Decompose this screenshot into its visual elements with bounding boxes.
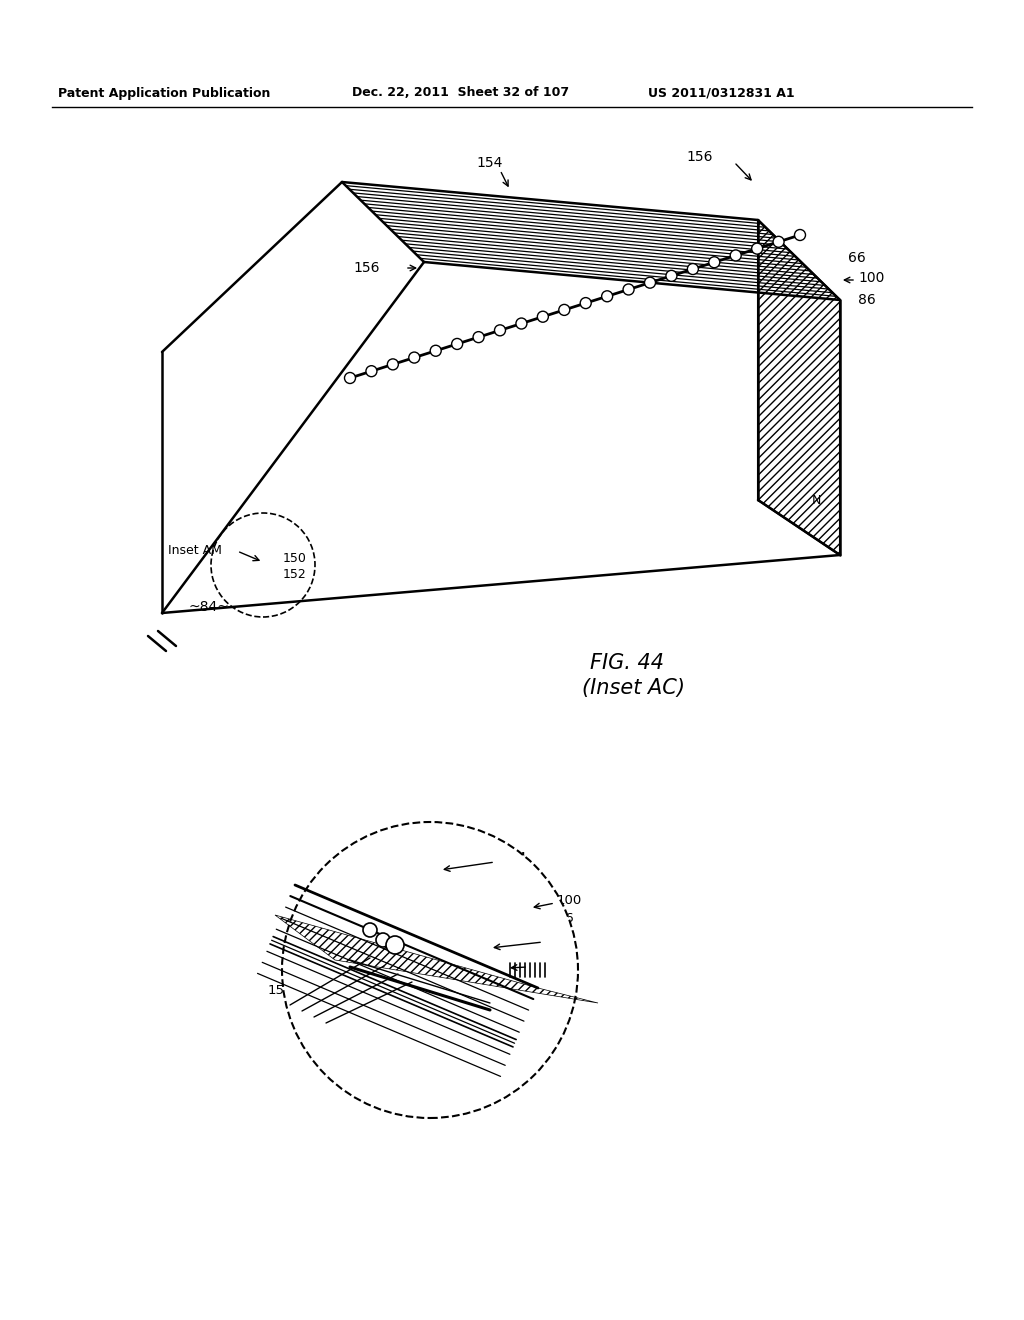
- Circle shape: [473, 331, 484, 343]
- Text: 150: 150: [530, 958, 555, 972]
- Text: Inset AM: Inset AM: [168, 544, 222, 557]
- Circle shape: [559, 305, 569, 315]
- Circle shape: [730, 249, 741, 261]
- Circle shape: [452, 338, 463, 350]
- Polygon shape: [342, 182, 840, 300]
- Text: 156: 156: [353, 261, 380, 275]
- Text: N: N: [812, 494, 821, 507]
- Text: 151: 151: [382, 981, 408, 994]
- Polygon shape: [758, 220, 840, 554]
- Text: 100: 100: [557, 894, 583, 907]
- Circle shape: [387, 359, 398, 370]
- Text: US 2011/0312831 A1: US 2011/0312831 A1: [648, 87, 795, 99]
- Circle shape: [709, 256, 720, 268]
- Text: Patent Application Publication: Patent Application Publication: [58, 87, 270, 99]
- Circle shape: [430, 346, 441, 356]
- Circle shape: [687, 264, 698, 275]
- Text: (Inset AC): (Inset AC): [582, 678, 685, 698]
- Circle shape: [581, 297, 591, 309]
- Text: 84: 84: [545, 933, 562, 946]
- Text: 86: 86: [858, 293, 876, 308]
- Circle shape: [366, 366, 377, 376]
- Circle shape: [282, 822, 578, 1118]
- Circle shape: [752, 243, 763, 255]
- Circle shape: [516, 318, 527, 329]
- Text: ~84~: ~84~: [188, 601, 229, 614]
- Text: 154: 154: [476, 156, 503, 170]
- Text: FIG. 45: FIG. 45: [380, 1055, 454, 1074]
- Circle shape: [344, 372, 355, 384]
- Circle shape: [538, 312, 549, 322]
- Text: 154: 154: [500, 851, 526, 865]
- Polygon shape: [275, 915, 598, 1003]
- Circle shape: [602, 290, 612, 302]
- Circle shape: [376, 933, 390, 946]
- Text: (Inset AM): (Inset AM): [372, 1080, 478, 1100]
- Text: FIG. 44: FIG. 44: [590, 653, 664, 673]
- Text: 152: 152: [395, 911, 421, 924]
- Text: 66: 66: [848, 251, 865, 265]
- Polygon shape: [162, 182, 424, 612]
- Text: 156: 156: [268, 983, 293, 997]
- Circle shape: [795, 230, 806, 240]
- Circle shape: [623, 284, 634, 294]
- Text: 150: 150: [283, 552, 307, 565]
- Text: 153: 153: [455, 998, 480, 1011]
- Circle shape: [495, 325, 506, 335]
- Circle shape: [666, 271, 677, 281]
- Text: Dec. 22, 2011  Sheet 32 of 107: Dec. 22, 2011 Sheet 32 of 107: [352, 87, 569, 99]
- Circle shape: [773, 236, 784, 247]
- Text: 86: 86: [557, 912, 573, 924]
- Text: 152: 152: [283, 569, 307, 582]
- Text: 156: 156: [686, 150, 713, 164]
- Circle shape: [362, 923, 377, 937]
- Circle shape: [409, 352, 420, 363]
- Circle shape: [644, 277, 655, 288]
- Circle shape: [386, 936, 404, 954]
- Text: 100: 100: [858, 271, 885, 285]
